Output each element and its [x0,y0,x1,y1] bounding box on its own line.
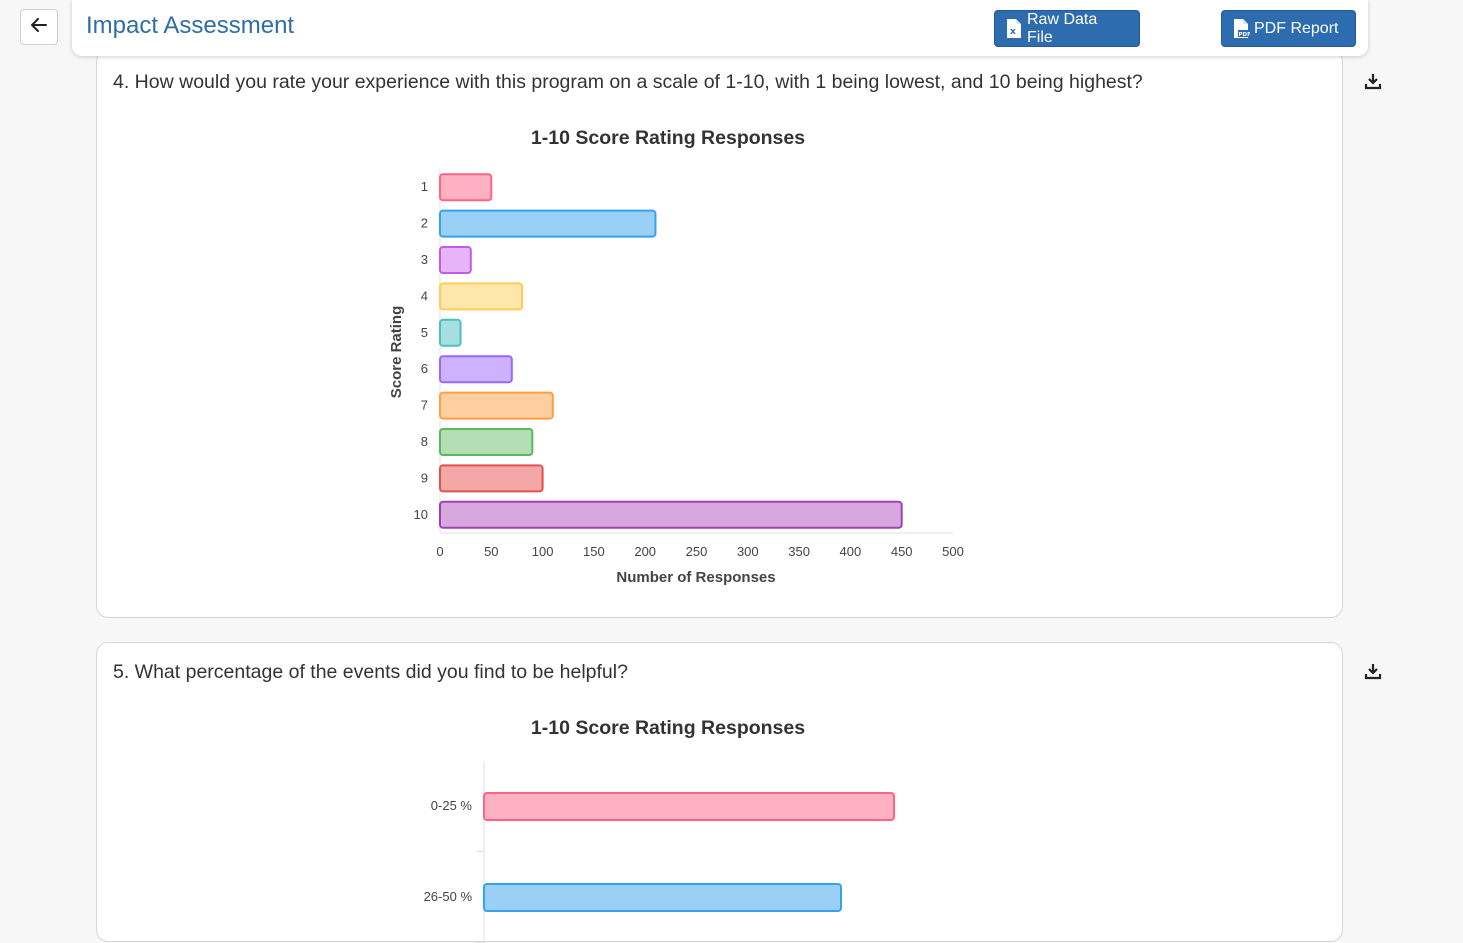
pdf-report-label: PDF Report [1254,19,1339,37]
bar [439,428,534,456]
excel-file-icon: x [1007,19,1021,38]
bar [439,464,544,493]
y-tick-label: 5 [421,325,428,340]
bar [439,173,493,202]
y-tick-label: 3 [421,252,428,267]
y-tick-label: 8 [421,434,428,449]
x-tick-label: 0 [436,544,443,559]
y-tick-label: 4 [421,288,428,303]
y-tick-label: 9 [421,470,428,485]
y-tick-label: 26-50 % [424,889,473,904]
pdf-report-button[interactable]: PDF PDF Report [1221,10,1356,47]
y-tick-label: 10 [414,507,428,522]
x-tick-label: 200 [634,544,656,559]
download-chart-button-5[interactable] [1364,662,1384,682]
y-tick-label: 6 [421,361,428,376]
bar [439,391,554,420]
raw-data-file-button[interactable]: x Raw Data File [994,10,1140,47]
bar [439,500,903,529]
download-icon [1364,74,1382,94]
bar [439,282,524,311]
x-tick-label: 250 [686,544,708,559]
bar [483,883,842,912]
pdf-file-icon: PDF [1234,19,1251,38]
bar [439,355,513,384]
x-tick-label: 500 [942,544,964,559]
page-title: Impact Assessment [86,12,295,39]
svg-text:PDF: PDF [1239,32,1251,38]
percentage-helpful-chart: 1-10 Score Rating Responses 0-25 % 26-50 % [424,717,895,943]
arrow-left-icon [31,17,47,37]
bar [483,792,895,821]
y-axis-title: Score Rating [388,306,405,399]
x-tick-label: 100 [532,544,554,559]
raw-data-file-label: Raw Data File [1027,10,1098,46]
question-text: 4. How would you rate your experience wi… [113,71,1143,93]
question-card-5: 5. What percentage of the events did you… [96,642,1343,943]
chart-title: 1-10 Score Rating Responses [531,717,805,739]
x-tick-label: 150 [583,544,605,559]
y-tick-label: 2 [421,216,428,231]
x-tick-label: 400 [840,544,862,559]
y-tick-label: 1 [421,179,428,194]
back-button[interactable] [20,9,58,45]
y-tick-label: 0-25 % [431,798,473,813]
bar [439,209,657,238]
question-card-4: 4. How would you rate your experience wi… [96,50,1343,618]
download-icon [1364,664,1382,684]
chart-title: 1-10 Score Rating Responses [531,127,805,149]
svg-text:x: x [1010,27,1016,37]
x-axis-title: Number of Responses [616,569,775,586]
x-tick-label: 300 [737,544,759,559]
x-tick-label: 350 [788,544,810,559]
question-text: 5. What percentage of the events did you… [113,661,628,683]
y-tick-label: 7 [421,398,428,413]
header-bar: Impact Assessment x Raw Data File PDF PD… [72,0,1368,56]
x-tick-label: 450 [891,544,913,559]
x-tick-label: 50 [484,544,498,559]
download-chart-button-4[interactable] [1364,72,1384,92]
bar [439,318,462,347]
bar [439,246,472,274]
